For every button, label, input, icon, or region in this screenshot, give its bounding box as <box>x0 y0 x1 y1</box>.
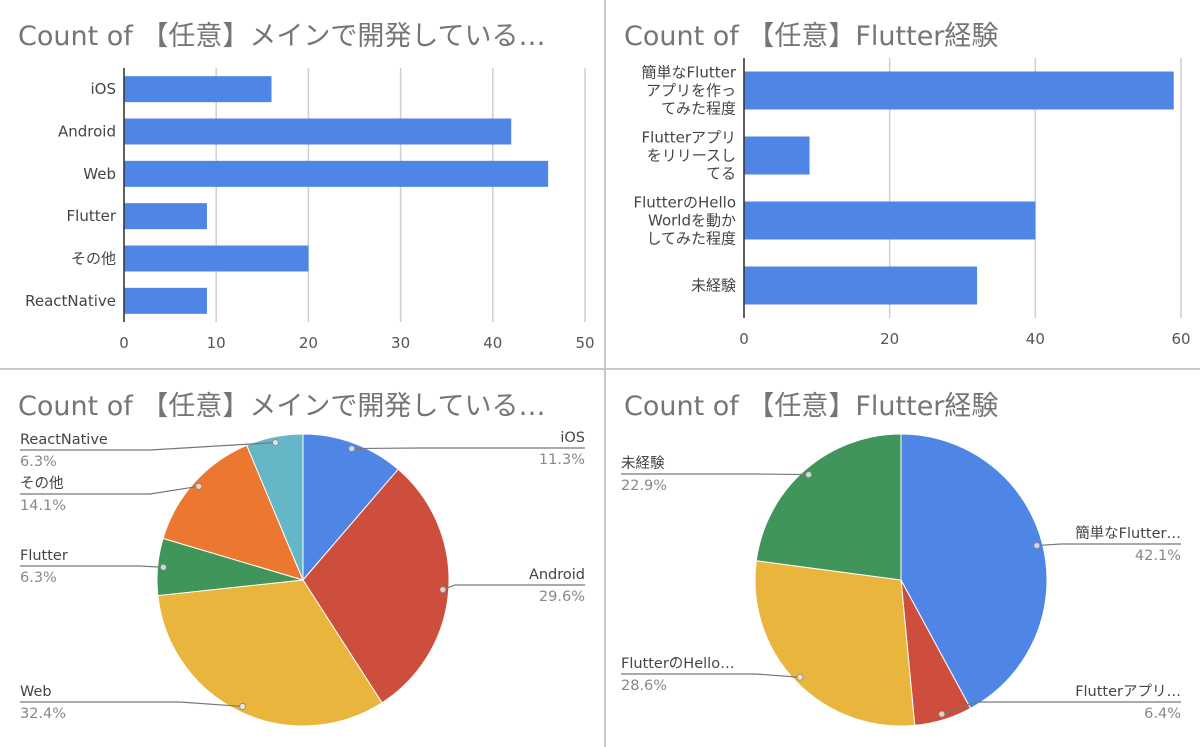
bar-chart-main-dev: 0 10 20 30 40 50 iOS Android Web Flutter その他 ReactN… <box>25 68 595 352</box>
pie-chart-flutter-exp-panel: Count of 【任意】Flutter経験 簡単なFlutter… 42.1% F… <box>606 370 1200 747</box>
slice-percent: 28.6% <box>621 678 667 694</box>
x-tick-label: 0 <box>739 330 749 348</box>
leader-line <box>442 584 585 591</box>
category-label: Flutter <box>67 207 117 225</box>
leader-line <box>20 701 243 708</box>
leader-dot <box>796 673 804 681</box>
slice-label: FlutterのHello… <box>621 656 735 672</box>
bar <box>744 201 1036 240</box>
bar-chart-main-dev-panel: Count of 【任意】メインで開発している… 0 10 20 30 40 50 iOS A… <box>0 0 604 368</box>
pie-slice <box>246 433 304 581</box>
category-label: ReactNative <box>25 292 116 310</box>
x-tick-label: 30 <box>391 334 410 352</box>
slice-percent: 32.4% <box>20 706 66 722</box>
leader-dot <box>805 471 813 478</box>
slice-label: その他 <box>20 475 64 492</box>
leader-dot <box>195 482 203 490</box>
category-label: てる <box>706 165 736 183</box>
category-label: 簡単なFlutter <box>642 64 737 82</box>
category-label: Worldを動か <box>648 212 736 230</box>
x-tick-label: 60 <box>1171 330 1190 348</box>
slice-label: Android <box>529 567 585 583</box>
leader-dot <box>1033 542 1041 549</box>
leader-dot <box>272 439 279 446</box>
slice-percent: 6.3% <box>20 454 57 470</box>
category-label: Android <box>58 123 116 141</box>
category-label: てみた程度 <box>661 100 736 118</box>
x-tick-label: 20 <box>299 334 318 352</box>
x-tick-label: 0 <box>119 334 129 352</box>
slice-label: Flutter <box>20 548 68 564</box>
bar <box>124 287 207 314</box>
leader-dot <box>160 563 167 571</box>
category-label: 未経験 <box>691 277 736 295</box>
bar <box>124 160 549 187</box>
bar <box>744 136 810 175</box>
leader-dot <box>938 710 946 718</box>
x-tick-label: 40 <box>1026 330 1045 348</box>
slice-percent: 29.6% <box>539 589 585 605</box>
slice-percent: 6.3% <box>20 570 57 586</box>
leader-line <box>351 447 585 450</box>
category-label: iOS <box>91 80 117 98</box>
leader-dot <box>439 586 447 594</box>
category-label: Web <box>83 165 116 183</box>
leader-line <box>621 473 809 476</box>
slice-percent: 14.1% <box>20 498 66 514</box>
slice-label: 簡単なFlutter… <box>1075 525 1181 542</box>
x-tick-label: 40 <box>483 334 502 352</box>
leader-line <box>20 485 199 495</box>
pie-slice <box>162 444 304 581</box>
pie-slice <box>900 433 1048 710</box>
bar <box>744 71 1174 110</box>
slice-label: 未経験 <box>621 455 665 472</box>
slice-label: Flutterアプリ… <box>1075 683 1181 700</box>
pie-chart-main-dev: iOS 11.3% Android 29.6% Web 32.4% Flutter 6.3% そ… <box>20 430 585 727</box>
slice-label: iOS <box>560 430 585 446</box>
leader-line <box>941 701 1181 715</box>
bar <box>124 76 272 103</box>
category-label: をリリースし <box>647 147 736 165</box>
pie-slice <box>157 579 383 727</box>
slice-label: Web <box>20 684 52 700</box>
x-tick-label: 10 <box>207 334 226 352</box>
bar <box>744 266 978 305</box>
category-label: Flutterアプリ <box>642 129 736 147</box>
slice-percent: 6.4% <box>1144 706 1181 722</box>
leader-dot <box>348 445 356 452</box>
leader-line <box>20 441 276 451</box>
leader-dot <box>239 703 246 710</box>
pie-slice <box>754 560 916 727</box>
bar-chart-flutter-exp-panel: Count of 【任意】Flutter経験 0 20 40 60 簡単なFlutter… <box>606 0 1200 368</box>
pie-slice <box>755 433 902 581</box>
pie-chart-flutter-exp: 簡単なFlutter… 42.1% Flutterアプリ… 6.4% FlutterのH… <box>621 433 1181 727</box>
pie-chart-main-dev-panel: Count of 【任意】メインで開発している… iOS 11.3% Android… <box>0 370 604 747</box>
leader-line <box>20 565 164 568</box>
category-label: FlutterのHello <box>634 194 736 212</box>
x-tick-label: 20 <box>880 330 899 348</box>
x-tick-label: 50 <box>575 334 594 352</box>
slice-percent: 11.3% <box>539 452 585 468</box>
leader-line <box>621 673 801 678</box>
slice-label: ReactNative <box>20 432 108 448</box>
slice-percent: 22.9% <box>621 478 667 494</box>
category-label: その他 <box>71 250 116 268</box>
category-label: してみた程度 <box>646 230 736 248</box>
category-label: アプリを作っ <box>646 82 736 100</box>
pie-slice <box>302 433 399 582</box>
bar <box>124 245 309 272</box>
pie-slice <box>302 468 450 704</box>
bar <box>124 118 512 145</box>
leader-line <box>1036 543 1181 547</box>
slice-percent: 42.1% <box>1135 548 1181 564</box>
bar <box>124 203 207 230</box>
